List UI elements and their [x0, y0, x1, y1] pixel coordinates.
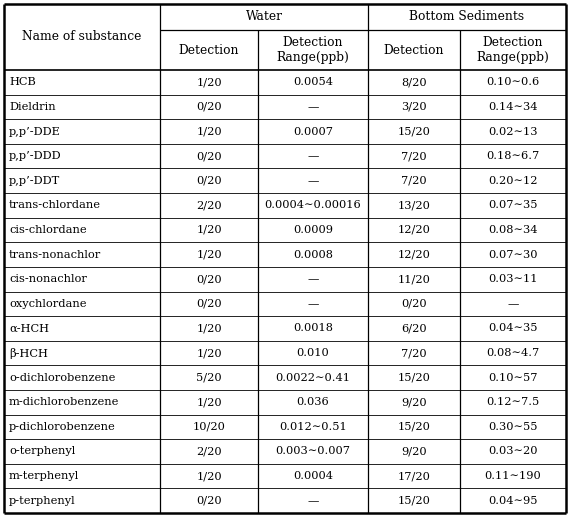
Text: 0.0004∼0.00016: 0.0004∼0.00016	[264, 201, 361, 210]
Text: o-dichlorobenzene: o-dichlorobenzene	[9, 373, 115, 383]
Text: —: —	[307, 496, 319, 506]
Text: p-dichlorobenzene: p-dichlorobenzene	[9, 422, 116, 432]
Text: 0.20∼12: 0.20∼12	[488, 176, 538, 186]
Text: 11/20: 11/20	[397, 274, 430, 284]
Text: 0.0022∼0.41: 0.0022∼0.41	[275, 373, 351, 383]
Text: 0.04∼35: 0.04∼35	[488, 324, 538, 333]
Text: 0/20: 0/20	[196, 496, 222, 506]
Text: 15/20: 15/20	[397, 373, 430, 383]
Text: 0.0018: 0.0018	[293, 324, 333, 333]
Text: α-HCH: α-HCH	[9, 324, 49, 333]
Text: Detection: Detection	[384, 43, 444, 56]
Text: 0/20: 0/20	[196, 151, 222, 161]
Text: 6/20: 6/20	[401, 324, 427, 333]
Text: 1/20: 1/20	[196, 348, 222, 358]
Text: 5/20: 5/20	[196, 373, 222, 383]
Text: HCB: HCB	[9, 78, 36, 87]
Text: m-terphenyl: m-terphenyl	[9, 471, 79, 481]
Text: 0.0008: 0.0008	[293, 250, 333, 260]
Text: 12/20: 12/20	[397, 250, 430, 260]
Text: 3/20: 3/20	[401, 102, 427, 112]
Text: 0.04∼95: 0.04∼95	[488, 496, 538, 506]
Text: 7/20: 7/20	[401, 176, 427, 186]
Text: 12/20: 12/20	[397, 225, 430, 235]
Text: —: —	[307, 274, 319, 284]
Text: —: —	[307, 151, 319, 161]
Text: 10/20: 10/20	[193, 422, 226, 432]
Text: Name of substance: Name of substance	[22, 31, 142, 43]
Text: 1/20: 1/20	[196, 78, 222, 87]
Text: 0.03∼11: 0.03∼11	[488, 274, 538, 284]
Text: 0.02∼13: 0.02∼13	[488, 127, 538, 136]
Text: 15/20: 15/20	[397, 127, 430, 136]
Text: 7/20: 7/20	[401, 348, 427, 358]
Text: 0.30∼55: 0.30∼55	[488, 422, 538, 432]
Text: p,p’-DDT: p,p’-DDT	[9, 176, 60, 186]
Text: 0.10∼0.6: 0.10∼0.6	[486, 78, 540, 87]
Text: 9/20: 9/20	[401, 397, 427, 407]
Text: 0.07∼35: 0.07∼35	[488, 201, 538, 210]
Text: cis-nonachlor: cis-nonachlor	[9, 274, 87, 284]
Text: 1/20: 1/20	[196, 324, 222, 333]
Text: 15/20: 15/20	[397, 496, 430, 506]
Text: —: —	[307, 102, 319, 112]
Text: o-terphenyl: o-terphenyl	[9, 447, 75, 457]
Text: 0.11∼190: 0.11∼190	[484, 471, 542, 481]
Text: Dieldrin: Dieldrin	[9, 102, 56, 112]
Text: 1/20: 1/20	[196, 127, 222, 136]
Text: Water: Water	[246, 10, 283, 23]
Text: 1/20: 1/20	[196, 250, 222, 260]
Text: 0/20: 0/20	[196, 176, 222, 186]
Text: 0.08∼34: 0.08∼34	[488, 225, 538, 235]
Text: 0.0004: 0.0004	[293, 471, 333, 481]
Text: 0.18∼6.7: 0.18∼6.7	[486, 151, 540, 161]
Text: 0/20: 0/20	[401, 299, 427, 309]
Text: 0/20: 0/20	[196, 274, 222, 284]
Text: trans-nonachlor: trans-nonachlor	[9, 250, 101, 260]
Text: 13/20: 13/20	[397, 201, 430, 210]
Text: 0.012∼0.51: 0.012∼0.51	[279, 422, 347, 432]
Text: 0.036: 0.036	[296, 397, 329, 407]
Text: 0.0009: 0.0009	[293, 225, 333, 235]
Text: 15/20: 15/20	[397, 422, 430, 432]
Text: 2/20: 2/20	[196, 201, 222, 210]
Text: 9/20: 9/20	[401, 447, 427, 457]
Text: 0.08∼4.7: 0.08∼4.7	[486, 348, 540, 358]
Text: Detection
Range(ppb): Detection Range(ppb)	[477, 36, 549, 64]
Text: 7/20: 7/20	[401, 151, 427, 161]
Text: 1/20: 1/20	[196, 397, 222, 407]
Text: 0/20: 0/20	[196, 102, 222, 112]
Text: Bottom Sediments: Bottom Sediments	[409, 10, 524, 23]
Text: 0.07∼30: 0.07∼30	[488, 250, 538, 260]
Text: —: —	[507, 299, 519, 309]
Text: p-terphenyl: p-terphenyl	[9, 496, 76, 506]
Text: β-HCH: β-HCH	[9, 347, 48, 358]
Text: p,p’-DDD: p,p’-DDD	[9, 151, 62, 161]
Text: 0.14∼34: 0.14∼34	[488, 102, 538, 112]
Text: oxychlordane: oxychlordane	[9, 299, 87, 309]
Text: 0.12∼7.5: 0.12∼7.5	[486, 397, 540, 407]
Text: Detection
Range(ppb): Detection Range(ppb)	[276, 36, 349, 64]
Text: 1/20: 1/20	[196, 471, 222, 481]
Text: m-dichlorobenzene: m-dichlorobenzene	[9, 397, 119, 407]
Text: —: —	[307, 176, 319, 186]
Text: 0.0007: 0.0007	[293, 127, 333, 136]
Text: 2/20: 2/20	[196, 447, 222, 457]
Text: 1/20: 1/20	[196, 225, 222, 235]
Text: cis-chlordane: cis-chlordane	[9, 225, 87, 235]
Text: p,p’-DDE: p,p’-DDE	[9, 127, 61, 136]
Text: 8/20: 8/20	[401, 78, 427, 87]
Text: 0.03∼20: 0.03∼20	[488, 447, 538, 457]
Text: 0.0054: 0.0054	[293, 78, 333, 87]
Text: 0.10∼57: 0.10∼57	[488, 373, 538, 383]
Text: 0/20: 0/20	[196, 299, 222, 309]
Text: 17/20: 17/20	[397, 471, 430, 481]
Text: 0.010: 0.010	[296, 348, 329, 358]
Text: Detection: Detection	[179, 43, 239, 56]
Text: —: —	[307, 299, 319, 309]
Text: 0.003∼0.007: 0.003∼0.007	[275, 447, 351, 457]
Text: trans-chlordane: trans-chlordane	[9, 201, 101, 210]
